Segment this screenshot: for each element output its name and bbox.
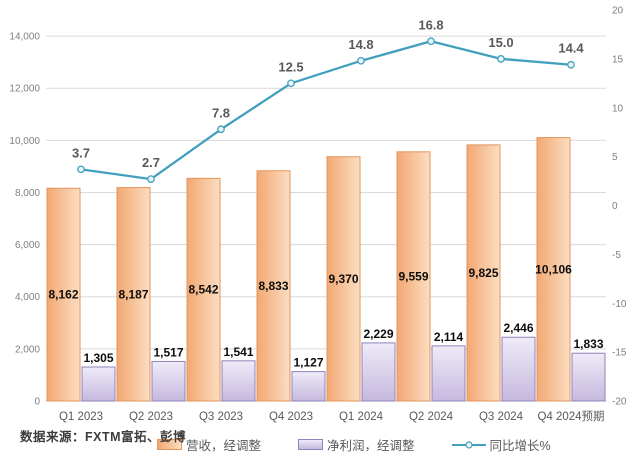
growth-value-label: 2.7: [142, 155, 160, 170]
profit-bar-value-label: 1,833: [573, 337, 603, 351]
profit-bar: [571, 352, 606, 402]
revenue-bar: [46, 187, 81, 402]
growth-value-label: 3.7: [72, 145, 90, 160]
category-axis-label: Q1 2024: [339, 411, 384, 423]
legend-label-revenue: 营收，经调整: [186, 439, 262, 453]
growth-value-label: 16.8: [418, 17, 443, 32]
profit-bar: [291, 371, 326, 402]
profit-bar-value-label: 1,541: [223, 345, 253, 359]
revenue-bar: [326, 156, 361, 402]
profit-bar-value-label: 2,114: [434, 330, 464, 344]
left-axis-tick-label: 2,000: [15, 344, 40, 355]
category-axis-label: Q1 2023: [59, 411, 103, 423]
profit-legend-swatch-icon: [298, 439, 324, 450]
left-axis-tick-label: 14,000: [9, 32, 40, 43]
legend-marker-icon: [464, 440, 473, 449]
legend-label-profit: 净利润，经调整: [327, 439, 415, 453]
chart-legend: 营收，经调整 净利润，经调整 同比增长%: [157, 435, 551, 454]
revenue-bar-value-label: 9,825: [468, 266, 498, 280]
category-axis-label: Q4 2023: [269, 411, 313, 423]
profit-bar-value-label: 1,305: [83, 351, 113, 365]
legend-item-growth: 同比增长%: [451, 435, 551, 454]
revenue-bar: [466, 144, 501, 402]
growth-value-label: 15.0: [488, 35, 513, 50]
legend-item-revenue: 营收，经调整: [157, 435, 261, 454]
category-axis-label: Q2 2023: [129, 411, 173, 423]
right-axis-tick-label: -10: [612, 299, 627, 310]
profit-bar-value-label: 2,446: [503, 321, 533, 335]
revenue-bar: [186, 177, 221, 402]
growth-point-marker: [427, 37, 435, 46]
legend-label-growth: 同比增长%: [489, 439, 551, 453]
category-axis-label: Q3 2023: [199, 411, 243, 423]
category-axis-label: Q2 2024: [409, 411, 454, 423]
right-axis-tick-label: -20: [612, 397, 627, 408]
right-axis-tick-label: 20: [612, 6, 624, 17]
profit-bar-value-label: 2,229: [363, 327, 393, 341]
growth-point-marker: [497, 55, 505, 63]
left-axis-tick-label: 8,000: [15, 188, 40, 199]
category-axis-label: Q3 2024: [479, 411, 524, 423]
left-axis-tick-label: 4,000: [15, 292, 40, 303]
growth-value-label: 14.8: [348, 37, 373, 52]
profit-bar: [361, 342, 396, 402]
right-axis-tick-label: -15: [612, 348, 627, 359]
revenue-bar-value-label: 9,370: [328, 272, 358, 286]
revenue-legend-swatch-icon: [157, 439, 182, 450]
right-axis-tick-label: 0: [612, 201, 618, 212]
revenue-bar-value-label: 8,162: [48, 288, 78, 302]
revenue-bar: [396, 151, 431, 402]
growth-point-marker: [217, 125, 225, 134]
growth-point-marker: [567, 60, 575, 69]
line-marker-legend-icon: [451, 440, 486, 449]
growth-point-marker: [357, 56, 365, 65]
growth-point-marker: [147, 175, 155, 183]
left-axis-tick-label: 10,000: [9, 136, 40, 147]
right-axis-tick-label: 15: [612, 54, 624, 65]
growth-value-label: 14.4: [558, 41, 584, 56]
revenue-bar: [256, 170, 291, 402]
revenue-bar-value-label: 8,542: [188, 283, 218, 297]
category-axis-label: Q4 2024预期: [537, 410, 604, 423]
profit-bar-value-label: 1,127: [293, 356, 323, 370]
growth-value-label: 7.8: [212, 105, 230, 120]
profit-bar: [151, 360, 186, 402]
profit-bar: [501, 336, 536, 402]
revenue-bar-value-label: 9,559: [398, 269, 428, 283]
revenue-bar: [116, 187, 151, 402]
profit-bar: [431, 345, 466, 402]
profit-bar: [81, 366, 116, 402]
right-axis-tick-label: 10: [612, 103, 624, 114]
growth-value-label: 12.5: [278, 59, 303, 74]
data-source-note: 数据来源：FXTM富拓、彭博: [20, 430, 187, 444]
revenue-bar: [536, 137, 571, 402]
profit-bar-value-label: 1,517: [153, 345, 183, 359]
revenue-bar-value-label: 8,187: [118, 287, 148, 301]
left-axis-tick-label: 6,000: [15, 240, 40, 251]
right-axis-tick-label: 5: [612, 152, 618, 163]
left-axis-tick-label: 12,000: [9, 84, 40, 95]
revenue-bar-value-label: 10,106: [535, 262, 572, 276]
left-axis-tick-label: 0: [34, 397, 40, 408]
revenue-bar-value-label: 8,833: [258, 279, 288, 293]
growth-point-marker: [287, 79, 295, 88]
growth-line: [80, 40, 572, 181]
legend-item-profit: 净利润，经调整: [298, 435, 415, 454]
growth-point-marker: [77, 165, 85, 174]
right-axis-tick-label: -5: [612, 250, 621, 261]
profit-bar: [221, 360, 256, 402]
